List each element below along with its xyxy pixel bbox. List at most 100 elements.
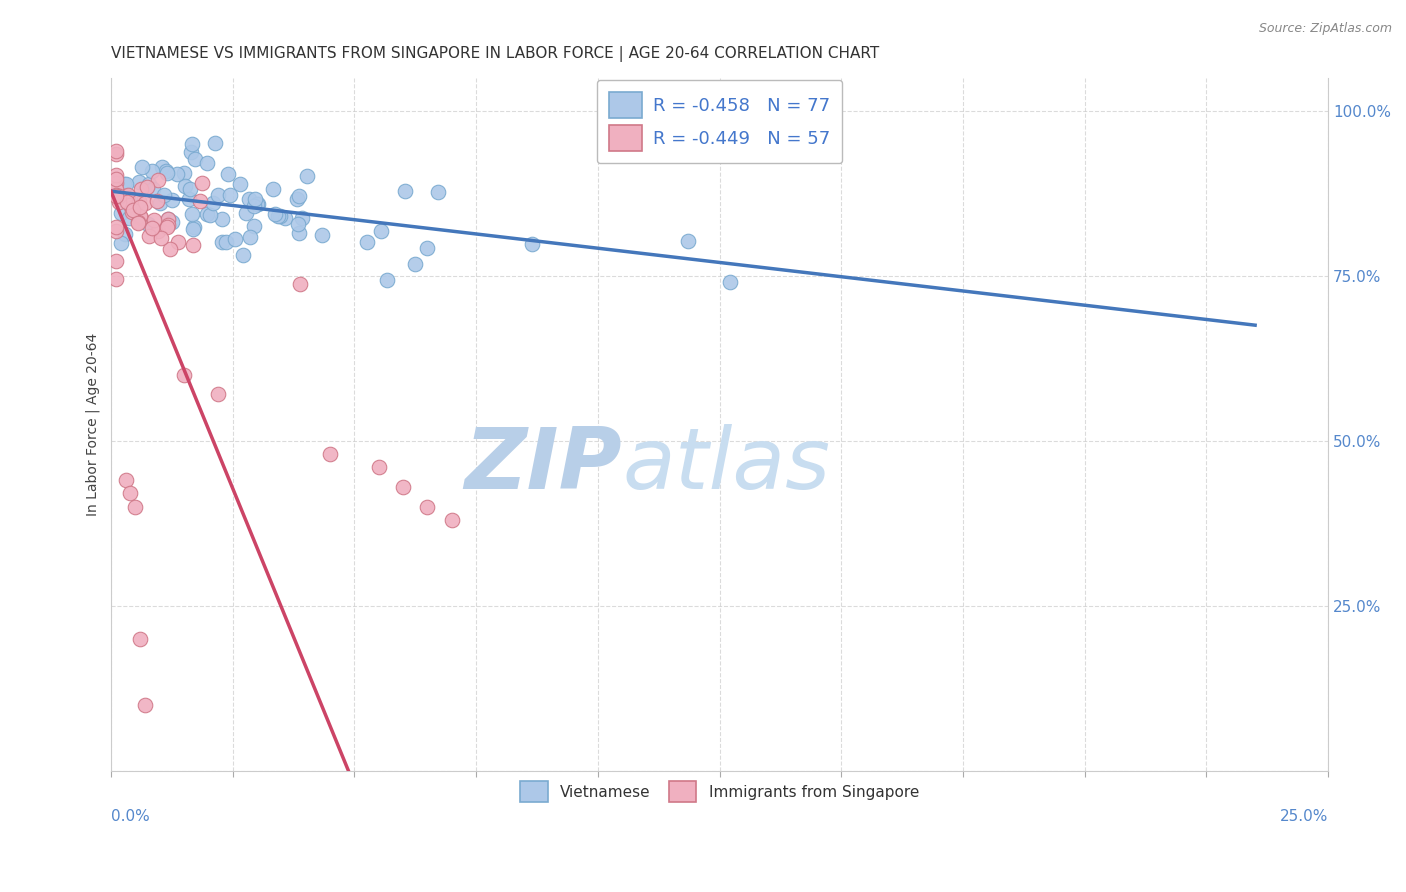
Point xyxy=(311,227,333,242)
Point xyxy=(156,218,179,232)
Point xyxy=(181,207,204,221)
Point xyxy=(181,221,204,235)
Point xyxy=(129,211,152,225)
Point xyxy=(394,184,416,198)
Point xyxy=(224,232,246,246)
Point xyxy=(180,145,202,159)
Point xyxy=(173,166,195,180)
Point xyxy=(121,205,143,219)
Point xyxy=(114,178,136,192)
Point xyxy=(104,254,127,268)
Point xyxy=(110,235,132,250)
Point xyxy=(404,258,426,272)
Point xyxy=(155,164,177,178)
Point xyxy=(269,209,291,223)
Point xyxy=(204,136,226,150)
Text: Source: ZipAtlas.com: Source: ZipAtlas.com xyxy=(1258,22,1392,36)
Point xyxy=(179,192,201,206)
Point xyxy=(392,480,415,494)
Point xyxy=(160,215,183,229)
Point xyxy=(107,188,129,202)
Point xyxy=(114,227,136,241)
Legend: Vietnamese, Immigrants from Singapore: Vietnamese, Immigrants from Singapore xyxy=(510,772,928,812)
Point xyxy=(104,168,127,182)
Point xyxy=(166,167,188,181)
Point xyxy=(207,387,229,401)
Text: ZIP: ZIP xyxy=(464,425,621,508)
Point xyxy=(191,176,214,190)
Point xyxy=(156,220,179,235)
Point xyxy=(118,198,141,212)
Point xyxy=(274,211,297,225)
Point xyxy=(138,217,160,231)
Point xyxy=(131,160,153,174)
Point xyxy=(288,277,311,291)
Point xyxy=(215,235,238,249)
Point xyxy=(211,211,233,226)
Point xyxy=(440,513,463,527)
Point xyxy=(370,224,392,238)
Text: 0.0%: 0.0% xyxy=(111,809,149,824)
Point xyxy=(141,221,163,235)
Point xyxy=(141,164,163,178)
Point xyxy=(232,248,254,262)
Point xyxy=(114,189,136,203)
Point xyxy=(129,210,152,224)
Point xyxy=(238,192,260,206)
Point xyxy=(104,219,127,234)
Point xyxy=(243,199,266,213)
Point xyxy=(238,230,260,244)
Point xyxy=(142,182,165,196)
Point xyxy=(156,166,179,180)
Point xyxy=(157,211,180,226)
Point xyxy=(181,238,204,252)
Point xyxy=(267,209,290,223)
Point xyxy=(190,194,212,209)
Point xyxy=(718,275,741,289)
Point xyxy=(295,169,318,184)
Point xyxy=(166,235,188,249)
Point xyxy=(243,192,266,206)
Point xyxy=(136,180,159,194)
Point xyxy=(104,171,127,186)
Point xyxy=(184,153,207,167)
Point xyxy=(148,173,170,187)
Point xyxy=(181,136,204,151)
Point xyxy=(124,500,146,514)
Point xyxy=(104,187,127,202)
Point xyxy=(228,177,250,191)
Point xyxy=(246,196,269,211)
Point xyxy=(291,211,314,225)
Point xyxy=(179,182,201,196)
Point xyxy=(262,181,284,195)
Point xyxy=(416,500,439,514)
Point xyxy=(201,196,224,211)
Point xyxy=(195,156,218,170)
Y-axis label: In Labor Force | Age 20-64: In Labor Force | Age 20-64 xyxy=(86,333,100,516)
Point xyxy=(104,177,127,191)
Point xyxy=(129,200,152,214)
Point xyxy=(128,175,150,189)
Point xyxy=(245,197,267,211)
Text: atlas: atlas xyxy=(621,425,830,508)
Point xyxy=(207,188,229,202)
Point xyxy=(367,460,389,475)
Point xyxy=(128,194,150,209)
Point xyxy=(129,632,152,646)
Point xyxy=(129,210,152,224)
Point xyxy=(195,207,218,221)
Point xyxy=(159,242,181,256)
Point xyxy=(217,167,239,181)
Text: 25.0%: 25.0% xyxy=(1279,809,1329,824)
Point xyxy=(200,208,222,222)
Point xyxy=(118,190,141,204)
Point xyxy=(426,185,449,199)
Point xyxy=(114,473,136,487)
Point xyxy=(416,242,439,256)
Point xyxy=(134,698,156,712)
Point xyxy=(104,182,127,196)
Point xyxy=(129,182,152,196)
Point xyxy=(150,160,173,174)
Point xyxy=(288,226,311,240)
Point xyxy=(319,447,342,461)
